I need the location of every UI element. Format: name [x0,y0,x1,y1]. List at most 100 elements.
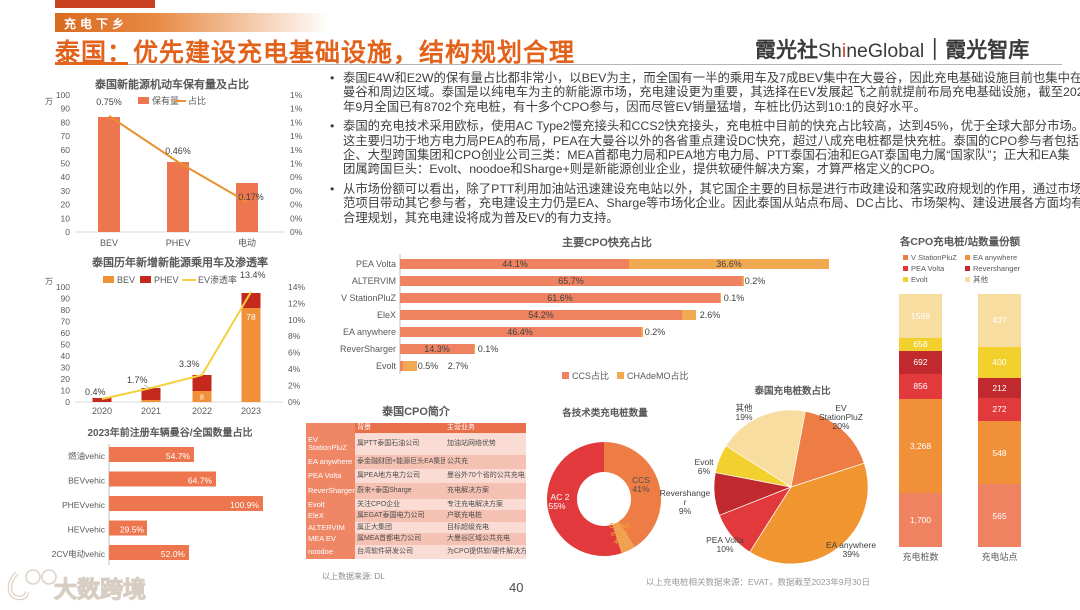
svg-text:9%: 9% [679,506,692,516]
svg-text:1%: 1% [290,159,303,169]
svg-text:0%: 0% [288,397,301,407]
svg-text:272: 272 [992,404,1006,414]
svg-text:0.4%: 0.4% [85,387,106,397]
svg-text:12%: 12% [288,298,305,308]
svg-text:54.7%: 54.7% [166,451,191,461]
svg-text:2023: 2023 [241,406,261,416]
svg-text:30: 30 [61,363,71,373]
svg-text:44.1%: 44.1% [502,259,528,269]
svg-text:r: r [684,497,687,507]
svg-text:80: 80 [61,117,71,127]
svg-text:CCS占比: CCS占比 [572,370,609,381]
svg-text:其他: 其他 [735,403,753,413]
svg-text:0.1%: 0.1% [724,293,745,303]
svg-text:0: 0 [65,227,70,237]
svg-text:CHAdeMO占比: CHAdeMO占比 [627,370,689,381]
svg-text:14.3%: 14.3% [424,344,450,354]
svg-text:14%: 14% [288,282,305,292]
svg-text:41%: 41% [632,484,649,494]
svg-text:70: 70 [61,131,71,141]
svg-text:4%: 4% [614,537,625,546]
svg-text:65.7%: 65.7% [558,276,584,286]
svg-text:1%: 1% [290,104,303,114]
svg-text:1%: 1% [290,117,303,127]
svg-text:其他: 其他 [973,274,988,284]
svg-text:100: 100 [56,282,70,292]
svg-text:电动: 电动 [238,237,256,248]
svg-text:EV渗透率: EV渗透率 [198,274,237,285]
svg-text:10%: 10% [716,544,733,554]
svg-text:61.6%: 61.6% [547,293,573,303]
svg-text:80: 80 [61,305,71,315]
svg-text:EleX: EleX [377,310,396,320]
svg-text:EA anywhere: EA anywhere [973,253,1017,262]
svg-text:占比: 占比 [188,95,206,106]
svg-text:50: 50 [61,159,71,169]
svg-text:0.46%: 0.46% [165,146,191,156]
svg-text:1%: 1% [290,145,303,155]
svg-text:6%: 6% [698,466,711,476]
svg-text:64.7%: 64.7% [188,476,213,486]
svg-text:2CV电动vehic: 2CV电动vehic [52,549,106,559]
svg-text:90: 90 [61,294,71,304]
svg-text:20%: 20% [832,421,849,431]
svg-text:10%: 10% [288,315,305,325]
svg-text:Evolt: Evolt [695,457,715,467]
svg-text:EA anywhere: EA anywhere [826,540,876,550]
svg-text:V StationPluZ: V StationPluZ [341,293,397,303]
svg-text:212: 212 [992,383,1006,393]
svg-text:52.0%: 52.0% [161,549,186,559]
svg-text:10: 10 [61,386,71,396]
svg-text:78: 78 [246,312,256,322]
svg-text:0%: 0% [290,186,303,196]
svg-text:2022: 2022 [192,406,212,416]
svg-text:30: 30 [61,186,71,196]
svg-text:万: 万 [45,277,53,286]
svg-text:BEV: BEV [117,275,135,285]
svg-text:0.75%: 0.75% [96,97,122,107]
svg-text:0.2%: 0.2% [745,276,766,286]
svg-text:万: 万 [45,97,53,106]
svg-text:1.7%: 1.7% [127,375,148,385]
svg-text:ALTERVIM: ALTERVIM [352,276,396,286]
svg-text:PHEV: PHEV [154,275,179,285]
svg-text:0.5%: 0.5% [418,361,439,371]
svg-text:90: 90 [61,104,71,114]
svg-text:0%: 0% [290,227,303,237]
svg-text:BEV: BEV [100,238,118,248]
svg-text:40: 40 [61,172,71,182]
svg-text:46.4%: 46.4% [507,327,533,337]
svg-text:0: 0 [65,397,70,407]
svg-text:400: 400 [992,357,1006,367]
svg-text:泰国新能源机动车保有量及占比: 泰国新能源机动车保有量及占比 [94,77,249,91]
svg-text:60: 60 [61,328,71,338]
svg-text:548: 548 [992,448,1006,458]
svg-text:PEA Volta: PEA Volta [356,259,396,269]
svg-text:100: 100 [56,90,70,100]
svg-text:1%: 1% [290,131,303,141]
svg-text:主要CPO快充占比: 主要CPO快充占比 [562,235,652,249]
svg-text:0%: 0% [290,200,303,210]
svg-text:36.6%: 36.6% [716,259,742,269]
svg-text:泰国历年新增新能源乘用车及渗透率: 泰国历年新增新能源乘用车及渗透率 [91,255,268,269]
svg-text:55%: 55% [548,501,565,511]
svg-text:2020: 2020 [92,406,112,416]
svg-text:39%: 39% [842,549,859,559]
svg-text:2.6%: 2.6% [700,310,721,320]
svg-text:29.5%: 29.5% [120,525,145,535]
svg-text:BEVvehic: BEVvehic [68,476,106,486]
svg-text:2%: 2% [288,380,301,390]
svg-text:1,700: 1,700 [910,515,932,525]
svg-text:Evolt: Evolt [376,361,397,371]
svg-text:Evolt: Evolt [911,275,929,284]
svg-text:565: 565 [992,511,1006,521]
svg-text:4%: 4% [288,364,301,374]
svg-text:0.1%: 0.1% [478,344,499,354]
svg-text:692: 692 [913,357,927,367]
svg-text:充电站点: 充电站点 [981,551,1017,562]
svg-text:8: 8 [200,395,204,402]
svg-text:13.4%: 13.4% [240,270,266,280]
svg-text:Revershange: Revershange [660,488,711,498]
svg-text:1588: 1588 [911,311,930,321]
svg-text:AC 2: AC 2 [551,492,570,502]
